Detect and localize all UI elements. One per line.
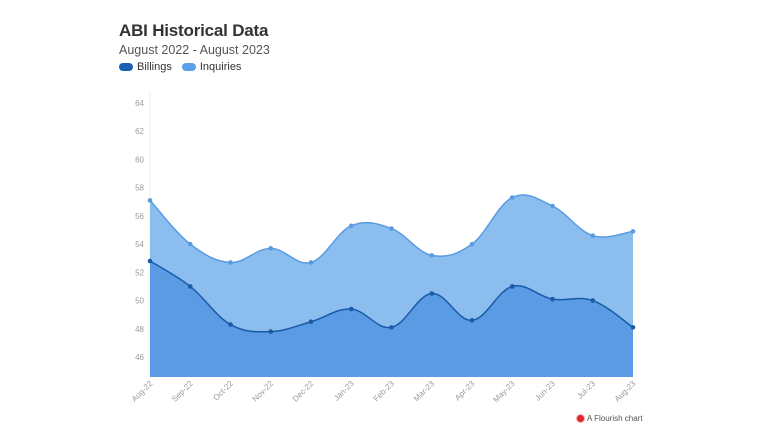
- y-tick-label: 58: [135, 184, 144, 193]
- x-tick-label: Apr-23: [453, 379, 477, 403]
- billings-point[interactable]: [389, 325, 394, 330]
- inquiries-point[interactable]: [429, 253, 435, 258]
- y-tick-label: 62: [135, 127, 144, 136]
- x-tick-label: Oct-22: [212, 379, 236, 403]
- inquiries-point[interactable]: [228, 260, 233, 265]
- y-tick-label: 52: [135, 268, 144, 277]
- legend-item-inquiries[interactable]: Inquiries: [181, 61, 242, 73]
- y-tick-label: 56: [135, 212, 144, 221]
- billings-point[interactable]: [630, 325, 636, 330]
- inquiries-point[interactable]: [268, 246, 274, 251]
- x-tick-label: Nov-22: [251, 379, 276, 404]
- billings-point[interactable]: [228, 322, 233, 327]
- inquiries-point[interactable]: [509, 195, 515, 200]
- x-tick-label: Aug-23: [613, 379, 638, 404]
- billings-point[interactable]: [469, 318, 475, 323]
- flourish-logo-icon: [577, 415, 584, 422]
- chart-title: ABI Historical Data: [119, 21, 269, 40]
- y-tick-label: 64: [135, 99, 144, 108]
- billings-point[interactable]: [550, 296, 555, 302]
- billings-area: [150, 261, 633, 377]
- x-tick-label: Jul-23: [575, 379, 597, 401]
- inquiries-point[interactable]: [590, 233, 596, 238]
- x-tick-label: Aug-22: [130, 379, 155, 404]
- chart-legend: Billings Inquiries: [119, 61, 251, 73]
- billings-point[interactable]: [268, 329, 274, 334]
- inquiries-point[interactable]: [187, 241, 193, 247]
- inquiries-point[interactable]: [348, 223, 354, 229]
- y-tick-label: 50: [135, 297, 144, 306]
- x-tick-label: Jan-23: [332, 379, 356, 403]
- billings-point[interactable]: [348, 306, 354, 312]
- billings-point[interactable]: [187, 284, 193, 289]
- legend-item-billings[interactable]: Billings: [119, 61, 172, 73]
- chart-subtitle: August 2022 - August 2023: [119, 43, 270, 57]
- inquiries-point[interactable]: [550, 203, 555, 209]
- legend-swatch-billings: [119, 63, 133, 71]
- legend-swatch-inquiries: [181, 63, 196, 71]
- chart-header: ABI Historical Data August 2022 - August…: [119, 20, 270, 58]
- x-tick-label: Dec-22: [291, 379, 316, 404]
- legend-label-billings: Billings: [137, 61, 172, 73]
- inquiries-point[interactable]: [469, 241, 475, 247]
- x-tick-label: Sep-22: [170, 379, 195, 404]
- inquiries-point[interactable]: [308, 260, 314, 265]
- y-tick-label: 48: [135, 325, 144, 334]
- inquiries-point[interactable]: [147, 198, 153, 203]
- inquiries-point[interactable]: [630, 229, 636, 234]
- billings-point[interactable]: [429, 291, 435, 296]
- billings-point[interactable]: [509, 284, 515, 289]
- x-tick-label: Feb-23: [372, 379, 397, 404]
- billings-point[interactable]: [308, 319, 314, 325]
- y-tick-label: 46: [135, 353, 144, 362]
- legend-label-inquiries: Inquiries: [199, 61, 242, 73]
- flourish-credit-label: A Flourish chart: [587, 414, 643, 423]
- x-tick-label: Mar-23: [412, 379, 437, 404]
- y-tick-label: 54: [135, 240, 144, 249]
- x-tick-label: Jun-23: [533, 379, 557, 403]
- x-tick-label: May-23: [491, 379, 517, 405]
- billings-point[interactable]: [147, 258, 153, 264]
- inquiries-point[interactable]: [389, 226, 394, 231]
- billings-point[interactable]: [590, 298, 596, 303]
- y-tick-label: 60: [135, 155, 144, 164]
- flourish-credit[interactable]: A Flourish chart: [577, 414, 643, 423]
